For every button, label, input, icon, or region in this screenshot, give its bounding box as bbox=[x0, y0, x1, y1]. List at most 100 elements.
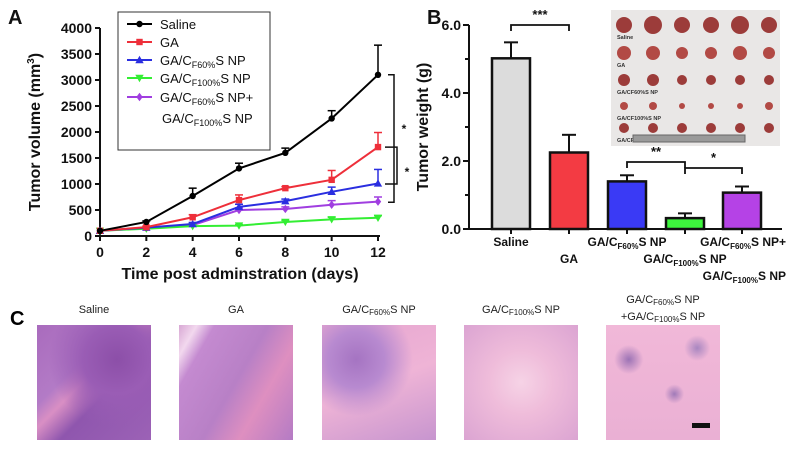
histology-image bbox=[322, 325, 436, 440]
significance-stars-b: * bbox=[711, 150, 717, 165]
significance-bracket-a1 bbox=[388, 74, 395, 203]
x-tick-label-a: 12 bbox=[370, 244, 386, 260]
legend-label: GA/CF60%S NP+ bbox=[160, 90, 253, 107]
tumor bbox=[619, 123, 629, 133]
x-axis-title-a: Time post adminstration (days) bbox=[121, 266, 358, 283]
tumor bbox=[644, 16, 662, 34]
x-tick-label-b: Saline bbox=[493, 235, 529, 249]
bar-group: Saline bbox=[490, 41, 532, 249]
tumor bbox=[735, 123, 745, 133]
data-point bbox=[235, 196, 243, 204]
legend-marker bbox=[136, 20, 143, 28]
histology-image bbox=[179, 325, 293, 440]
tumor bbox=[703, 17, 719, 33]
x-tick-label-a: 4 bbox=[189, 244, 197, 260]
significance-star-a2: * bbox=[405, 165, 410, 179]
histology-image bbox=[606, 325, 720, 440]
legend-box bbox=[117, 11, 271, 151]
tumor bbox=[677, 75, 687, 85]
data-point bbox=[188, 219, 197, 228]
bar-group: GA bbox=[548, 133, 590, 266]
significance-stars-b: ** bbox=[651, 144, 662, 159]
bar bbox=[664, 216, 706, 231]
tumor bbox=[731, 16, 749, 34]
series-saline bbox=[96, 44, 382, 234]
photo-label: GA bbox=[617, 63, 625, 69]
data-point bbox=[143, 218, 150, 226]
tumor bbox=[764, 123, 774, 133]
tumor bbox=[616, 17, 632, 33]
x-tick-label-b: GA/CF100%S NP bbox=[643, 252, 726, 268]
tumor bbox=[735, 75, 745, 85]
tumor bbox=[618, 74, 630, 86]
data-point bbox=[374, 197, 382, 206]
x-tick-label-a: 8 bbox=[281, 244, 289, 260]
photo-label: Saline bbox=[617, 35, 633, 41]
panel-label-a: A bbox=[8, 7, 22, 29]
tumor bbox=[765, 102, 773, 110]
bar-group: GA/CF60%S NP+ GA/CF100%S NP bbox=[700, 185, 786, 285]
x-tick-label-a: 6 bbox=[235, 244, 243, 260]
x-tick-label-a: 2 bbox=[142, 244, 150, 260]
y-tick-label-a: 500 bbox=[69, 202, 93, 218]
tumor bbox=[677, 123, 687, 133]
tumor bbox=[733, 46, 747, 60]
panel-label-b: B bbox=[427, 7, 441, 29]
significance-bracket-b bbox=[510, 24, 570, 31]
data-point bbox=[235, 165, 243, 172]
data-point bbox=[373, 214, 383, 222]
tumor bbox=[676, 47, 688, 59]
data-point bbox=[328, 176, 335, 184]
x-tick-label-a: 0 bbox=[96, 244, 104, 260]
histology-label: GA/CF60%S NP +GA/CF100%S NP bbox=[620, 294, 706, 324]
data-point bbox=[374, 143, 382, 151]
tumor bbox=[708, 103, 714, 109]
tumor bbox=[620, 102, 628, 110]
data-point bbox=[328, 115, 335, 122]
y-tick-label-b: 2.0 bbox=[442, 153, 462, 169]
photo-label: GA/CF100%S NP bbox=[617, 116, 661, 122]
tumor bbox=[649, 102, 657, 110]
histology-image bbox=[464, 325, 578, 440]
data-point bbox=[189, 192, 196, 200]
tumor bbox=[763, 47, 775, 59]
tumor bbox=[674, 17, 690, 33]
photo-background bbox=[611, 10, 780, 146]
legend-marker bbox=[136, 38, 143, 46]
significance-bracket-b bbox=[684, 167, 743, 174]
bar bbox=[548, 151, 590, 231]
legend-label-line2: GA/CF100%S NP bbox=[162, 111, 253, 128]
data-point bbox=[327, 216, 336, 224]
x-tick-label-b: GA/CF60%S NP+ bbox=[700, 235, 786, 251]
scale-bar bbox=[692, 423, 710, 428]
significance-bracket-a2 bbox=[385, 146, 398, 185]
bar bbox=[606, 180, 648, 231]
y-tick-label-a: 2500 bbox=[61, 98, 92, 114]
y-axis-title-b: Tumor weight (g) bbox=[415, 63, 432, 192]
data-point bbox=[143, 223, 150, 231]
significance-bracket-b bbox=[626, 161, 686, 168]
significance-stars-b: *** bbox=[532, 7, 548, 22]
y-tick-label-b: 0.0 bbox=[442, 221, 462, 237]
panel-label-c: C bbox=[10, 308, 25, 330]
tumor bbox=[761, 17, 777, 33]
data-point bbox=[189, 214, 196, 221]
histology-label: GA/CF60%S NP bbox=[342, 304, 416, 317]
data-point bbox=[234, 222, 244, 230]
significance-star-a1: * bbox=[402, 122, 407, 136]
data-point bbox=[281, 218, 290, 227]
y-axis-title-a: Tumor volume (mm3) bbox=[26, 53, 44, 211]
legend-marker bbox=[135, 74, 144, 83]
bar bbox=[490, 57, 532, 231]
y-tick-label-a: 1500 bbox=[61, 150, 92, 166]
legend-label: GA/CF100%S NP bbox=[160, 71, 251, 88]
data-point bbox=[281, 196, 290, 205]
histology-label: Saline bbox=[78, 304, 110, 316]
bar-group: GA/CF60%S NP bbox=[588, 174, 666, 251]
legend-label: GA/CF60%S NP bbox=[160, 53, 246, 70]
data-point bbox=[282, 204, 289, 214]
data-point bbox=[373, 179, 383, 187]
